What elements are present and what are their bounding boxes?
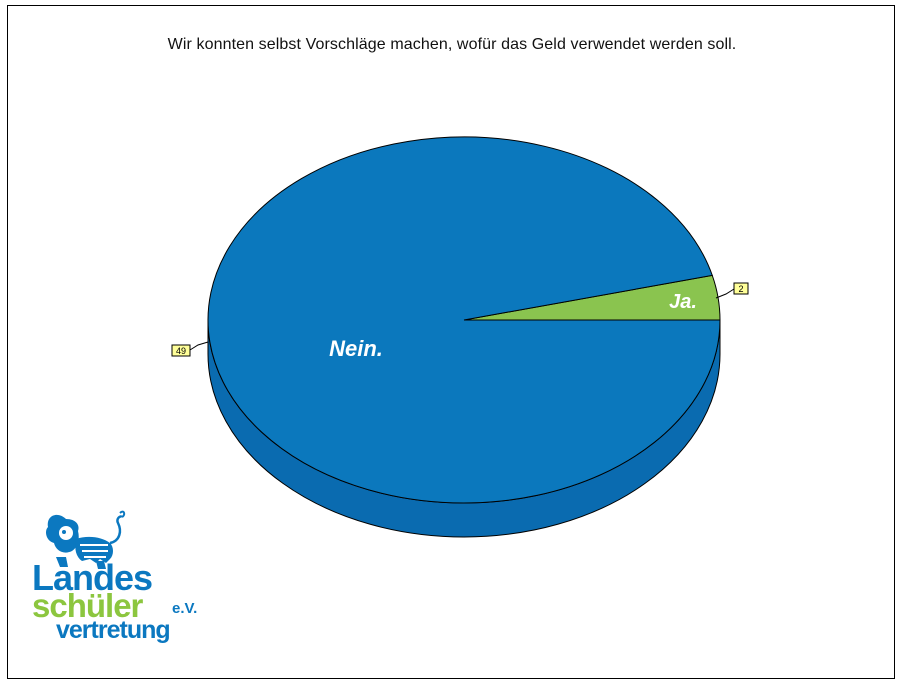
value-label-nein-text: 49 [176,346,186,356]
value-label-nein-box [171,344,191,357]
lion-icon [46,510,126,569]
value-label-ja: 2 [715,282,749,299]
slice-label-nein: Nein. [329,336,383,361]
slice-label-ja: Ja. [669,291,697,313]
logo-text-ev: e.V. [172,600,198,617]
pie-slice-nein [207,136,721,504]
value-label-nein-leader [189,341,209,351]
logo-text-vertretung: vertretung [56,616,171,644]
logo-text-landes: Landes [32,557,153,598]
value-label-ja-text: 2 [738,284,743,294]
logo-text-schueler: schüler [32,587,143,624]
value-label-ja-box [733,282,749,295]
landesschuelervertretung-logo: Landes schüler e.V. vertretung [30,505,230,655]
value-label-nein: 49 [171,341,209,357]
chart-title: Wir konnten selbst Vorschläge machen, wo… [167,36,737,53]
value-label-ja-leader [715,288,735,299]
